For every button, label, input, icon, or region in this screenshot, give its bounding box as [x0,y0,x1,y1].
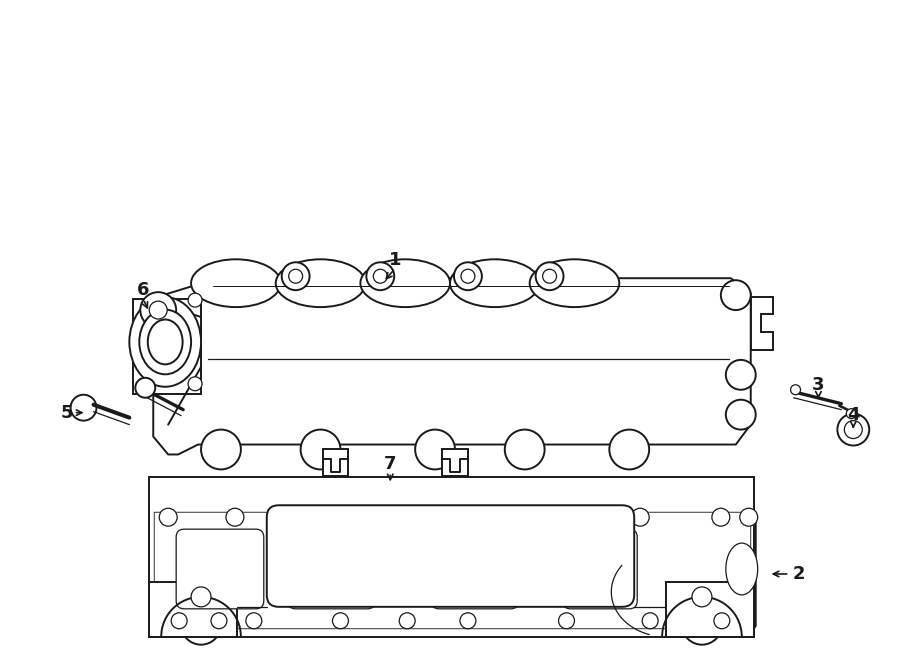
Circle shape [211,613,227,629]
Circle shape [282,262,310,290]
Bar [322,449,348,477]
Circle shape [692,587,712,607]
Circle shape [714,613,730,629]
Circle shape [631,508,649,526]
Circle shape [536,262,563,290]
Circle shape [302,508,319,526]
Ellipse shape [450,259,540,307]
Polygon shape [153,278,751,455]
FancyBboxPatch shape [431,529,518,609]
Circle shape [837,414,869,446]
Circle shape [725,400,756,430]
Circle shape [740,508,758,526]
Circle shape [682,605,722,644]
Circle shape [844,420,862,438]
Ellipse shape [143,320,173,332]
Circle shape [454,262,482,290]
Text: 5: 5 [60,404,73,422]
Ellipse shape [360,259,450,307]
Circle shape [332,613,348,629]
Circle shape [201,430,241,469]
FancyBboxPatch shape [562,529,637,609]
Circle shape [509,564,519,574]
Bar [442,449,468,477]
Circle shape [171,613,187,629]
Ellipse shape [384,543,410,595]
Text: 6: 6 [137,281,149,299]
Circle shape [790,385,800,395]
Circle shape [226,508,244,526]
Ellipse shape [148,319,183,364]
Circle shape [159,508,177,526]
Circle shape [721,280,751,310]
Circle shape [181,605,221,644]
Circle shape [846,408,856,418]
Circle shape [191,587,211,607]
Circle shape [388,508,406,526]
Circle shape [70,395,96,420]
Circle shape [543,269,556,283]
Ellipse shape [530,259,619,307]
Text: 3: 3 [812,375,824,394]
Circle shape [609,430,649,469]
Ellipse shape [725,543,758,595]
Bar [149,582,237,637]
Text: 7: 7 [384,455,397,473]
Circle shape [301,430,340,469]
Text: 2: 2 [792,565,805,583]
Circle shape [460,613,476,629]
Circle shape [400,613,415,629]
Polygon shape [751,297,772,350]
Circle shape [366,262,394,290]
Circle shape [140,292,176,328]
Bar [666,582,753,637]
Circle shape [415,430,455,469]
Circle shape [374,269,387,283]
Bar [149,477,753,637]
Circle shape [246,613,262,629]
FancyBboxPatch shape [176,529,264,609]
Circle shape [725,360,756,390]
Ellipse shape [130,297,201,387]
Bar [133,299,201,394]
Text: 4: 4 [847,406,860,424]
Circle shape [289,269,302,283]
Circle shape [643,613,658,629]
Circle shape [188,293,202,307]
Circle shape [188,377,202,391]
FancyBboxPatch shape [288,529,375,609]
Circle shape [461,269,475,283]
Circle shape [149,301,167,319]
Polygon shape [149,507,756,634]
FancyBboxPatch shape [266,505,634,607]
Ellipse shape [275,259,365,307]
Circle shape [135,378,155,398]
Circle shape [505,430,544,469]
Circle shape [467,508,485,526]
Ellipse shape [191,259,281,307]
Circle shape [551,508,569,526]
Text: 1: 1 [389,251,401,269]
Circle shape [559,613,574,629]
Ellipse shape [140,309,191,374]
Circle shape [712,508,730,526]
